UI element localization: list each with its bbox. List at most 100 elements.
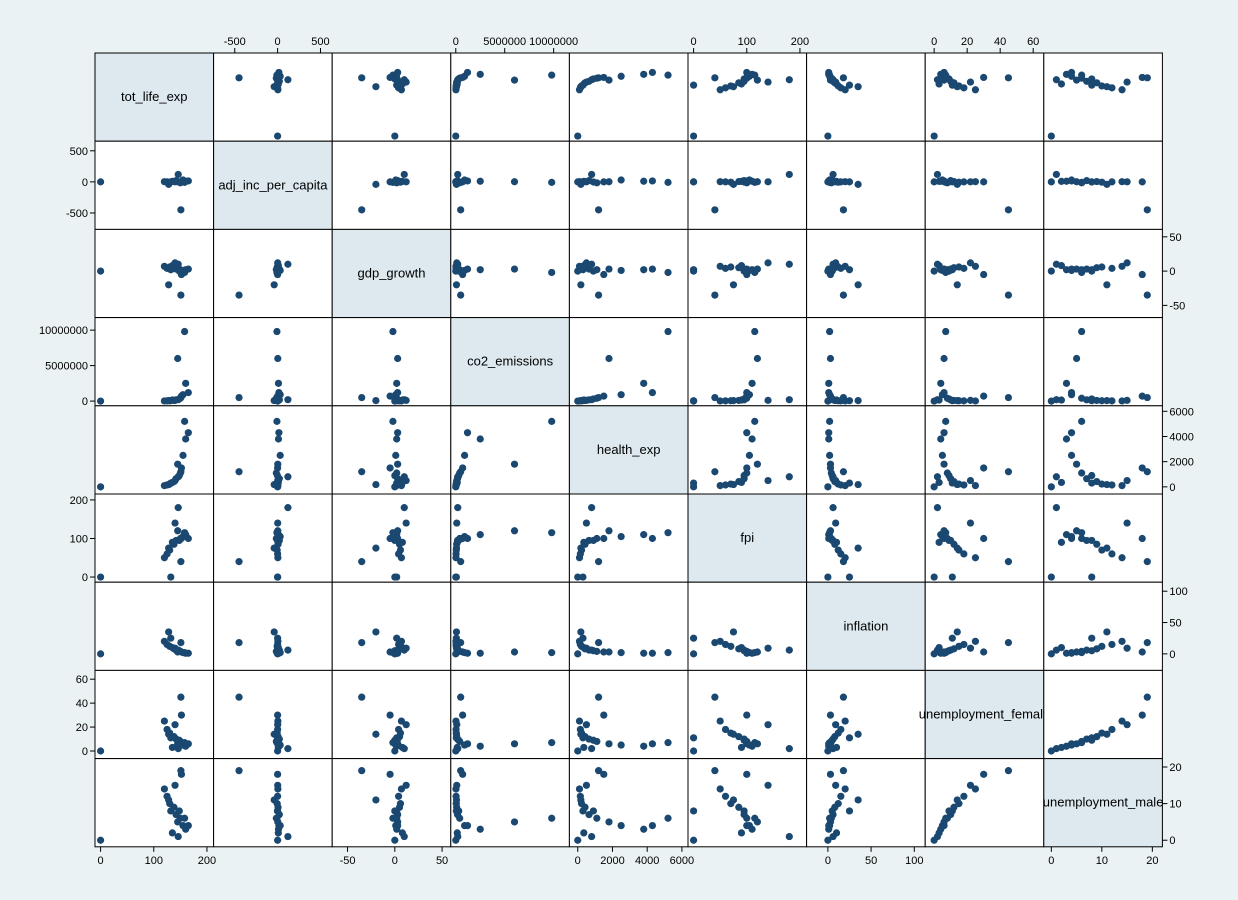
- data-point: [689, 650, 698, 658]
- data-point: [1067, 68, 1076, 77]
- data-point: [454, 832, 462, 841]
- y-tick-label: -50: [1169, 300, 1185, 312]
- scatter-cell-inflation-vs-unemployment_male: [1043, 581, 1163, 671]
- data-point: [785, 260, 793, 268]
- data-point: [510, 265, 519, 273]
- data-point: [167, 634, 175, 642]
- data-point: [284, 646, 292, 654]
- data-point: [358, 74, 366, 82]
- data-point: [453, 538, 461, 546]
- data-point: [548, 71, 556, 79]
- data-point: [829, 832, 837, 841]
- data-point: [743, 814, 751, 822]
- data-point: [400, 473, 408, 481]
- data-point: [167, 266, 175, 274]
- data-point: [826, 327, 834, 336]
- data-point: [1062, 379, 1071, 387]
- data-point: [1067, 265, 1076, 273]
- scatter-cell-tot_life_exp-vs-co2_emissions: [450, 52, 570, 142]
- data-point: [582, 519, 591, 527]
- data-point: [829, 396, 837, 404]
- data-point: [1123, 644, 1131, 652]
- data-point: [394, 792, 403, 800]
- scatter-cell-unemployment_female-vs-tot_life_exp: [94, 669, 215, 760]
- data-point: [617, 266, 625, 275]
- scatter-cell-co2_emissions-vs-inflation: [806, 317, 926, 407]
- data-point: [275, 534, 283, 543]
- data-point: [452, 634, 460, 642]
- data-point: [764, 396, 772, 404]
- data-point: [937, 435, 945, 443]
- data-point: [854, 396, 862, 405]
- data-point: [1143, 638, 1151, 647]
- data-point: [1067, 429, 1076, 437]
- data-point: [235, 74, 243, 82]
- data-point: [825, 379, 833, 387]
- data-point: [96, 836, 105, 844]
- data-point: [605, 740, 613, 748]
- data-point: [1103, 180, 1111, 188]
- data-point: [1103, 730, 1111, 738]
- data-point: [737, 644, 746, 652]
- variable-label-adj_inc_per_capita: adj_inc_per_capita: [218, 177, 328, 192]
- data-point: [574, 836, 582, 844]
- data-point: [764, 178, 772, 186]
- data-point: [1067, 388, 1076, 397]
- data-point: [716, 86, 724, 94]
- data-point: [1057, 538, 1066, 546]
- data-point: [1078, 417, 1086, 425]
- data-point: [393, 634, 401, 642]
- data-point: [1143, 206, 1151, 214]
- data-point: [273, 417, 281, 425]
- scatter-cell-inflation-vs-health_exp: [568, 581, 689, 671]
- data-point: [452, 544, 461, 552]
- data-point: [181, 417, 189, 425]
- data-point: [1052, 745, 1060, 753]
- data-point: [617, 532, 625, 541]
- scatter-cell-inflation-vs-unemployment_female: [924, 581, 1045, 671]
- data-point: [452, 796, 461, 804]
- data-point: [457, 767, 465, 775]
- data-point: [1098, 642, 1106, 650]
- data-point: [1143, 468, 1151, 476]
- data-point: [832, 781, 840, 789]
- data-point: [933, 504, 942, 512]
- scatter-cell-health_exp-vs-unemployment_male: [1043, 405, 1163, 495]
- data-point: [274, 519, 282, 527]
- y-tick-label: 0: [82, 746, 88, 758]
- data-point: [270, 544, 278, 552]
- data-point: [394, 429, 402, 437]
- data-point: [826, 770, 835, 778]
- x-tick-label: 5000000: [483, 36, 526, 48]
- data-point: [980, 648, 988, 656]
- data-point: [459, 711, 467, 719]
- data-point: [829, 260, 837, 268]
- data-point: [594, 206, 603, 214]
- data-point: [933, 170, 942, 179]
- data-point: [689, 397, 698, 405]
- scatter-cell-tot_life_exp-vs-adj_inc_per_capita: [213, 52, 333, 142]
- data-point: [980, 770, 988, 778]
- data-point: [721, 640, 730, 649]
- data-point: [942, 814, 950, 822]
- data-point: [274, 379, 283, 387]
- data-point: [1143, 393, 1151, 402]
- data-point: [575, 554, 584, 562]
- data-point: [948, 807, 956, 815]
- data-point: [940, 429, 948, 437]
- data-point: [270, 480, 278, 489]
- data-point: [167, 573, 175, 581]
- data-point: [1078, 469, 1086, 477]
- data-point: [980, 270, 988, 279]
- data-point: [1098, 263, 1106, 271]
- data-point: [358, 693, 366, 701]
- data-point: [841, 717, 849, 725]
- data-point: [372, 83, 380, 91]
- data-point: [275, 649, 283, 657]
- scatter-cell-inflation-vs-fpi: [687, 581, 808, 671]
- data-point: [617, 176, 625, 184]
- data-point: [453, 519, 461, 527]
- data-point: [372, 628, 380, 636]
- data-point: [825, 534, 833, 543]
- data-point: [452, 480, 461, 489]
